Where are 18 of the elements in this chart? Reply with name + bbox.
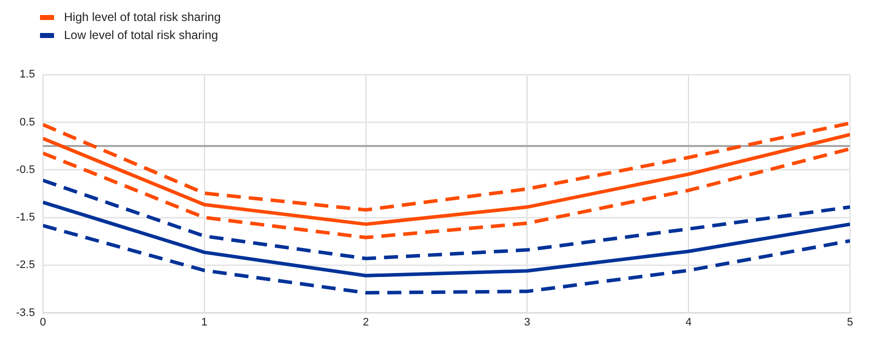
line-series bbox=[42, 224, 850, 295]
legend-label: Low level of total risk sharing bbox=[64, 28, 218, 42]
y-tick-label: -0.5 bbox=[16, 164, 35, 176]
x-tick-label: 5 bbox=[846, 316, 854, 328]
x-tick-label: 2 bbox=[362, 316, 369, 328]
x-tick-label: 4 bbox=[686, 316, 692, 328]
y-tick-label: -1.5 bbox=[16, 212, 35, 224]
y-tick-label: -2.5 bbox=[16, 259, 35, 272]
line-series bbox=[42, 178, 850, 260]
x-tick-label: 0 bbox=[40, 316, 46, 328]
y-tick-label: 0.5 bbox=[20, 116, 35, 128]
line-series bbox=[42, 147, 850, 240]
x-tick-label: 1 bbox=[201, 316, 208, 328]
y-tick-label: 1.5 bbox=[20, 68, 35, 81]
x-tick-label: 3 bbox=[524, 316, 530, 328]
legend-label: High level of total risk sharing bbox=[64, 10, 221, 24]
line-series bbox=[42, 121, 850, 212]
y-tick-label: -3.5 bbox=[16, 306, 35, 319]
